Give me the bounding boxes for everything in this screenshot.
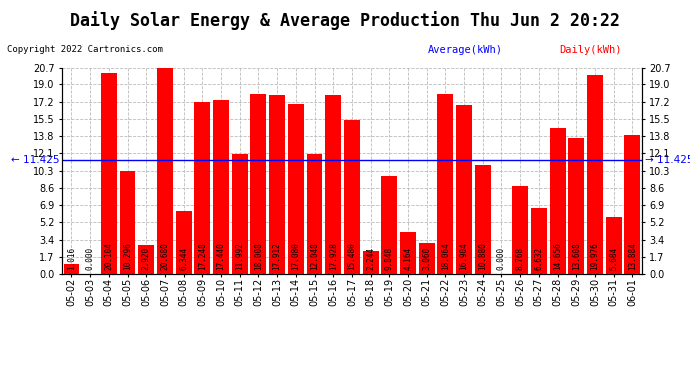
Text: 20.680: 20.680: [161, 242, 170, 270]
Bar: [587, 75, 603, 274]
Text: 13.884: 13.884: [628, 242, 637, 270]
Text: 10.880: 10.880: [478, 242, 487, 270]
Text: Daily(kWh): Daily(kWh): [559, 45, 622, 55]
Text: 17.912: 17.912: [273, 242, 282, 270]
Bar: [157, 68, 173, 274]
Bar: [531, 208, 546, 274]
Bar: [382, 176, 397, 274]
Text: → 11.425: → 11.425: [644, 155, 690, 165]
Bar: [606, 217, 622, 274]
Text: 14.656: 14.656: [553, 242, 562, 270]
Bar: [363, 251, 379, 274]
Text: 17.440: 17.440: [217, 242, 226, 270]
Text: 2.920: 2.920: [141, 246, 150, 270]
Bar: [624, 135, 640, 274]
Text: 6.632: 6.632: [534, 246, 543, 270]
Bar: [456, 105, 472, 274]
Bar: [195, 102, 210, 274]
Text: 0.000: 0.000: [86, 246, 95, 270]
Bar: [475, 165, 491, 274]
Bar: [176, 210, 192, 274]
Bar: [512, 186, 528, 274]
Text: 16.904: 16.904: [460, 242, 469, 270]
Text: 17.080: 17.080: [291, 242, 300, 270]
Text: Daily Solar Energy & Average Production Thu Jun 2 20:22: Daily Solar Energy & Average Production …: [70, 11, 620, 30]
Bar: [400, 232, 416, 274]
Bar: [213, 100, 229, 274]
Text: 18.008: 18.008: [254, 242, 263, 270]
Text: 5.684: 5.684: [609, 246, 618, 270]
Bar: [306, 154, 322, 274]
Text: 17.928: 17.928: [328, 242, 337, 270]
Text: 2.244: 2.244: [366, 246, 375, 270]
Text: 9.848: 9.848: [385, 246, 394, 270]
Bar: [232, 154, 248, 274]
Text: ← 11.425: ← 11.425: [11, 155, 59, 165]
Text: 3.060: 3.060: [422, 246, 431, 270]
Text: 12.048: 12.048: [310, 242, 319, 270]
Bar: [550, 128, 566, 274]
Text: 15.480: 15.480: [347, 242, 357, 270]
Bar: [269, 95, 285, 274]
Bar: [101, 74, 117, 274]
Text: Average(kWh): Average(kWh): [428, 45, 503, 55]
Bar: [437, 94, 453, 274]
Bar: [138, 244, 154, 274]
Text: 1.016: 1.016: [67, 246, 76, 270]
Text: 11.992: 11.992: [235, 242, 244, 270]
Bar: [344, 120, 360, 274]
Bar: [569, 138, 584, 274]
Text: 10.296: 10.296: [123, 242, 132, 270]
Text: 6.344: 6.344: [179, 246, 188, 270]
Text: 13.608: 13.608: [572, 242, 581, 270]
Text: 4.164: 4.164: [404, 246, 413, 270]
Bar: [250, 94, 266, 274]
Bar: [288, 104, 304, 274]
Bar: [119, 171, 135, 274]
Text: 8.768: 8.768: [515, 246, 524, 270]
Text: 19.976: 19.976: [591, 242, 600, 270]
Bar: [419, 243, 435, 274]
Text: 20.104: 20.104: [104, 242, 113, 270]
Text: 0.000: 0.000: [497, 246, 506, 270]
Bar: [325, 95, 341, 274]
Text: 18.064: 18.064: [441, 242, 450, 270]
Text: Copyright 2022 Cartronics.com: Copyright 2022 Cartronics.com: [7, 45, 163, 54]
Text: 17.248: 17.248: [198, 242, 207, 270]
Bar: [63, 264, 79, 274]
